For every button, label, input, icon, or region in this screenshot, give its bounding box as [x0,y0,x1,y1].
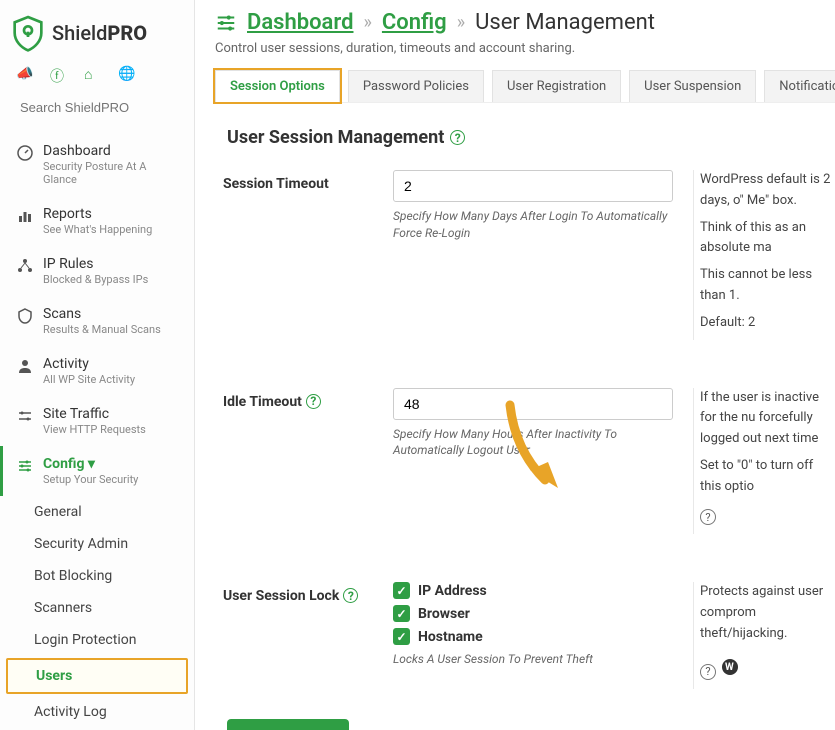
brand-text: ShieldPRO [52,21,147,45]
facebook-icon[interactable]: ⓕ [50,66,66,82]
help-session-lock: Protects against user comprom theft/hija… [693,582,835,688]
crumb-current: User Management [475,10,655,35]
input-session-timeout[interactable] [393,170,673,202]
label-idle-timeout: Idle Timeout? [223,388,373,535]
save-button[interactable]: Save Settings [227,719,349,730]
person-icon [17,358,33,374]
nav-dashboard[interactable]: DashboardSecurity Posture At A Glance [0,133,194,196]
shield-small-icon [17,308,33,324]
label-session-timeout: Session Timeout [223,170,373,340]
config-subnav: General Security Admin Bot Blocking Scan… [0,496,194,728]
nav-config[interactable]: Config ▾Setup Your Security [0,446,194,496]
tab-notifications[interactable]: Notifications [764,70,835,102]
tabs-bar: Session Options Password Policies User R… [215,70,835,103]
megaphone-icon[interactable]: 📣 [16,66,32,82]
subnav-login-protection[interactable]: Login Protection [0,624,194,656]
globe-icon[interactable]: 🌐 [118,66,134,82]
help-session-timeout: WordPress default is 2 days, o" Me" box.… [693,170,835,340]
subnav-scanners[interactable]: Scanners [0,592,194,624]
chart-icon [17,208,33,224]
home-icon[interactable]: ⌂ [84,66,100,82]
check-icon: ✓ [393,605,410,622]
nav-activity[interactable]: ActivityAll WP Site Activity [0,346,194,396]
crumb-config[interactable]: Config [382,10,447,35]
sliders-icon [17,458,33,474]
input-idle-timeout[interactable] [393,388,673,420]
subnav-security-admin[interactable]: Security Admin [0,528,194,560]
label-session-lock: User Session Lock? [223,582,373,688]
social-icons-row: 📣 ⓕ ⌂ 🌐 [0,62,194,96]
subnav-bot-blocking[interactable]: Bot Blocking [0,560,194,592]
help-circle-icon[interactable]: ? [700,664,716,680]
help-icon[interactable]: ? [343,588,358,603]
nav-iprules[interactable]: IP RulesBlocked & Bypass IPs [0,246,194,296]
help-idle-timeout: If the user is inactive for the nu force… [693,388,835,535]
shield-icon [12,14,44,52]
crumb-sep: » [457,12,465,33]
breadcrumb: Dashboard » Config » User Management [215,10,835,35]
sliders-lg-icon [215,12,237,34]
traffic-icon [17,408,33,424]
check-hostname[interactable]: ✓Hostname [393,628,673,645]
crumb-dashboard[interactable]: Dashboard [247,10,353,35]
brand-logo[interactable]: ShieldPRO [0,8,194,62]
section-title: User Session Management? [227,127,835,148]
help-circle-icon[interactable]: ? [700,509,716,525]
search-box[interactable] [0,96,194,133]
search-input[interactable] [20,100,196,115]
hint-session-timeout: Specify How Many Days After Login To Aut… [393,208,673,242]
nav-reports[interactable]: ReportsSee What's Happening [0,196,194,246]
sidebar-nav: DashboardSecurity Posture At A Glance Re… [0,133,194,496]
network-icon [17,258,33,274]
help-icon[interactable]: ? [306,394,321,409]
hint-session-lock: Locks A User Session To Prevent Theft [393,651,673,668]
nav-scans[interactable]: ScansResults & Manual Scans [0,296,194,346]
tab-password-policies[interactable]: Password Policies [348,70,484,102]
check-icon: ✓ [393,582,410,599]
check-icon: ✓ [393,628,410,645]
wordpress-icon[interactable] [722,659,738,675]
check-browser[interactable]: ✓Browser [393,605,673,622]
nav-traffic[interactable]: Site TrafficView HTTP Requests [0,396,194,446]
check-ip-address[interactable]: ✓IP Address [393,582,673,599]
tab-user-suspension[interactable]: User Suspension [629,70,756,102]
hint-idle-timeout: Specify How Many Hours After Inactivity … [393,426,673,460]
subnav-general[interactable]: General [0,496,194,528]
subnav-activity-log[interactable]: Activity Log [0,696,194,728]
page-description: Control user sessions, duration, timeout… [215,41,835,56]
help-icon[interactable]: ? [450,130,465,145]
subnav-users[interactable]: Users [6,658,188,694]
tab-user-registration[interactable]: User Registration [492,70,621,102]
crumb-sep: » [363,12,371,33]
tab-session-options[interactable]: Session Options [215,70,340,102]
gauge-icon [17,145,33,161]
